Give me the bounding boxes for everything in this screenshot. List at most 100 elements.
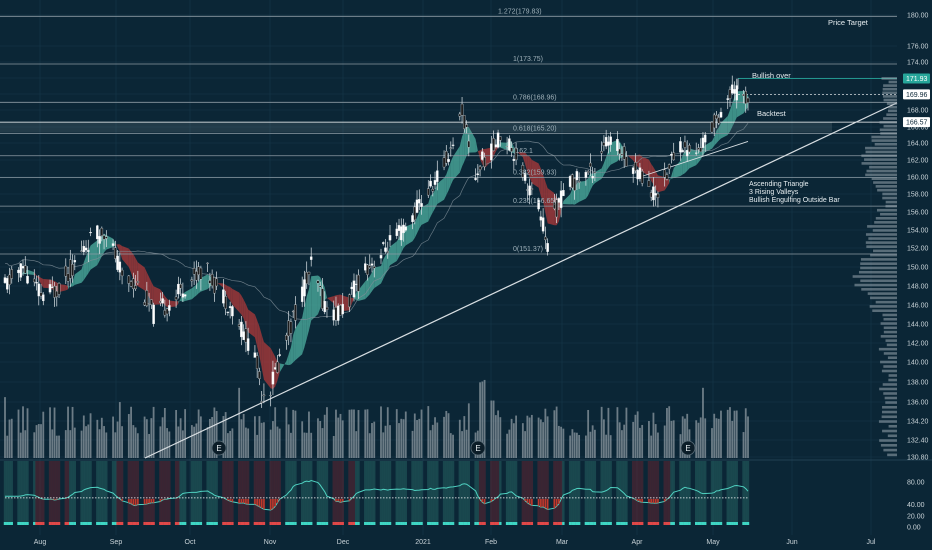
osc-zone: [451, 461, 455, 525]
candle-body: [573, 178, 576, 191]
profile-bar: [881, 415, 897, 419]
volume-bar: [130, 406, 132, 458]
profile-bar: [883, 84, 897, 87]
osc-zone: [701, 461, 705, 525]
osc-strip: [683, 522, 687, 525]
osc-zone: [253, 461, 257, 525]
osc-strip: [499, 522, 502, 525]
osc-strip: [206, 522, 209, 525]
profile-bar: [872, 229, 897, 232]
cloud-segment: [367, 276, 370, 297]
candle-body: [616, 139, 619, 152]
cloud-segment: [106, 235, 114, 250]
cloud-segment: [414, 217, 418, 238]
volume-bar: [159, 426, 162, 458]
osc-zone: [584, 461, 588, 525]
osc-strip: [102, 522, 106, 525]
volume-bar: [152, 406, 155, 458]
osc-zone: [69, 461, 72, 525]
volume-bar: [717, 418, 720, 458]
candle-body: [622, 146, 626, 160]
osc-zone: [17, 461, 20, 525]
profile-bar: [865, 241, 897, 244]
volume-bar: [335, 409, 337, 458]
osc-strip: [447, 522, 450, 525]
osc-strip: [476, 522, 480, 525]
profile-bar: [852, 275, 897, 278]
profile-bar: [883, 448, 897, 452]
time-tick-label: Feb: [485, 539, 497, 546]
osc-zone: [316, 461, 320, 525]
candle-body: [568, 176, 572, 187]
osc-zone: [478, 461, 482, 525]
osc-strip: [82, 522, 86, 525]
osc-strip: [114, 522, 117, 525]
osc-strip: [539, 522, 543, 525]
candle-body: [386, 251, 390, 253]
osc-strip: [652, 522, 655, 525]
volume-bar: [591, 425, 594, 458]
osc-zone: [136, 461, 140, 525]
cloud-segment: [358, 281, 366, 301]
osc-strip: [636, 522, 639, 525]
time-tick-label: Sep: [110, 539, 123, 546]
volume-bars: [4, 379, 749, 458]
osc-strip: [553, 522, 556, 525]
osc-strip: [467, 522, 471, 525]
osc-strip: [526, 522, 529, 525]
volume-bar: [530, 414, 533, 458]
candle-body: [649, 192, 653, 198]
cloud-segment: [176, 301, 179, 307]
candle-body: [152, 304, 155, 325]
osc-strip: [183, 522, 187, 525]
volume-bar: [416, 420, 418, 458]
volume-bar: [521, 423, 524, 458]
osc-tick-label: 80.00: [907, 480, 925, 487]
cloud-segment: [164, 296, 168, 308]
osc-strip: [291, 522, 295, 525]
profile-bar: [869, 165, 897, 169]
osc-strip: [348, 522, 351, 525]
volume-bar: [668, 406, 671, 458]
osc-zone: [134, 461, 137, 525]
volume-bar: [55, 435, 58, 458]
volume-bar: [58, 435, 60, 458]
osc-zone: [10, 461, 13, 525]
volume-bar: [33, 432, 36, 458]
profile-bar: [860, 258, 897, 261]
cloud-segment: [648, 159, 652, 181]
profile-bar: [871, 177, 897, 180]
osc-strip: [301, 522, 304, 525]
volume-bar: [256, 434, 259, 458]
osc-strip: [458, 522, 462, 525]
volume-bar: [742, 432, 745, 458]
cloud-segment: [36, 275, 39, 280]
osc-strip: [334, 522, 338, 525]
candle-body: [667, 164, 671, 170]
osc-zone: [301, 461, 304, 525]
candle-body: [492, 138, 495, 151]
candle-body: [80, 250, 83, 252]
volume-bar: [553, 410, 556, 458]
cloud-segment: [72, 274, 75, 287]
volume-bar: [494, 415, 497, 458]
cloud-segment: [525, 152, 528, 172]
price-tag-box: [903, 73, 930, 84]
osc-strip: [701, 522, 705, 525]
volume-bar: [184, 409, 187, 458]
volume-bar: [278, 428, 281, 458]
osc-zone: [683, 461, 687, 525]
candle-body: [663, 169, 666, 178]
osc-strip: [474, 522, 477, 525]
candle-body: [100, 227, 104, 236]
cloud-segment: [245, 304, 249, 333]
candle-body: [656, 193, 660, 198]
candle-body: [206, 262, 209, 264]
candle-body: [575, 171, 579, 181]
osc-strip: [715, 522, 718, 525]
volume-bar: [652, 412, 655, 458]
candle-body: [21, 265, 25, 269]
candle-body: [544, 236, 547, 240]
annotation-price-target: Price Target: [828, 18, 869, 27]
cloud-segment: [417, 212, 420, 234]
